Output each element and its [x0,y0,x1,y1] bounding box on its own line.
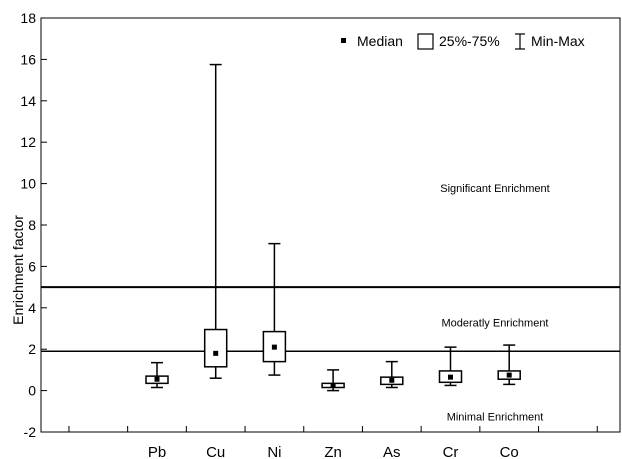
legend-median-marker [341,38,346,43]
box-co [497,344,521,386]
threshold-annotation: Moderatly Enrichment [442,317,549,329]
y-tick-label: 10 [20,176,36,192]
legend-median-label: Median [357,33,403,49]
median-marker [271,344,277,350]
y-tick-label: 2 [28,341,36,357]
box-cu [203,63,228,379]
median-marker [506,372,512,378]
box-pb [145,361,169,389]
y-tick-label: 16 [20,51,36,67]
legend-box-label: 25%-75% [439,33,500,49]
y-tick-label: 4 [28,300,36,316]
y-tick-label: -2 [24,424,37,440]
box-ni [262,242,287,376]
box-series [145,63,521,392]
median-marker [213,350,219,356]
box-zn [321,369,345,392]
y-tick-label: 8 [28,217,36,233]
median-marker [154,376,160,382]
y-tick-label: 12 [20,134,36,150]
x-tick-label: Cu [206,444,225,459]
x-tick-label: As [383,444,401,459]
x-tick-label: Zn [324,444,342,459]
x-tick-label: Co [500,444,519,459]
box-as [380,360,404,389]
threshold-annotation: Significant Enrichment [440,183,549,195]
y-tick-label: 18 [20,10,36,26]
box-cr [438,346,463,387]
y-tick-label: 14 [20,93,36,109]
x-tick-label: Ni [267,444,281,459]
x-axis: Pb Cu Ni Zn As Cr Co [68,426,598,459]
legend: Median 25%-75% Min-Max [341,33,585,50]
box-iqr [203,328,228,368]
y-tick-label: 6 [28,258,36,274]
bottom-annotation: Minimal Enrichment [447,412,544,424]
legend-whisker-label: Min-Max [531,33,585,49]
y-axis: -2 0 2 4 6 8 10 12 14 16 18 [20,10,47,440]
x-tick-label: Cr [443,444,459,459]
y-axis-label: Enrichment factor [10,215,26,325]
threshold-lines: Significant Enrichment Moderatly Enrichme… [41,183,620,424]
median-marker [330,382,336,388]
median-marker [389,377,395,383]
legend-whisker-marker [515,33,525,50]
y-tick-label: 0 [28,383,36,399]
median-marker [448,374,453,380]
x-tick-label: Pb [148,444,166,459]
legend-box-marker [417,33,434,50]
